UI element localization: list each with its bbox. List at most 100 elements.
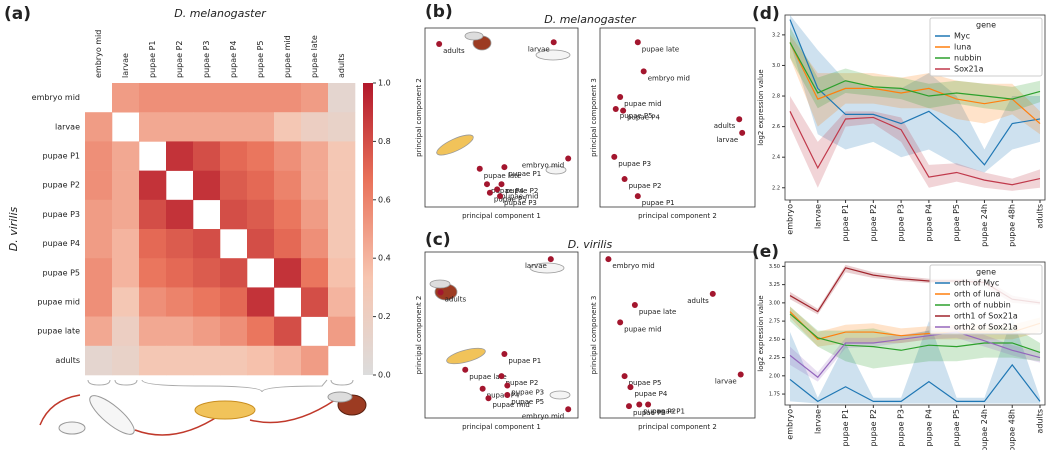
colorbar [363,83,373,375]
point [611,153,618,160]
point-label: pupae P2 [506,187,539,195]
series-line [789,313,1041,354]
y-tick-label: 3.00 [769,300,780,306]
point-label: pupae late [469,373,506,381]
point-label: larvae [716,136,738,144]
x-tick-label: larvae [813,409,822,434]
legend-label: orth of nubbin [954,301,1011,310]
point [625,403,632,410]
heatmap-cell [139,229,167,259]
series-line [789,363,1041,403]
heatmap-cell [85,170,113,201]
y-tick-label: 2.00 [769,373,780,379]
series-line [789,42,1041,125]
heatmap-cell [328,112,356,142]
x-tick-label: adults [337,53,346,78]
confidence-band [790,317,1040,404]
point-label: pupae late [642,45,679,53]
x-tick-label: larvae [121,53,130,78]
series-line [789,42,1041,100]
y-tick-label: 2.75 [769,319,780,325]
y-tick-label: 3.50 [769,264,780,270]
heatmap-cell [166,112,194,142]
x-tick-label: pupae P4 [924,204,933,242]
heatmap-cell [328,141,356,171]
plot-frame [784,261,1046,406]
heatmap-cell [112,170,140,201]
bracket [330,379,354,386]
heatmap-cell [193,83,221,113]
heatmap-cell [112,345,140,376]
point [479,385,486,392]
point [550,39,557,46]
point-label: pupae P1 [652,408,685,416]
heatmap-cell [112,83,140,113]
heatmap-cell [166,199,194,230]
point [621,176,628,183]
legend-label: orth2 of Sox21a [954,323,1018,332]
heatmap-cell [220,287,248,317]
colorbar-tick-label: 0.4 [378,254,391,263]
heatmap-cell [85,141,113,171]
y-tick-label: pupae late [37,327,80,336]
point-label: pupae P2 [629,182,662,190]
x-axis-title: principal component 1 [462,423,541,431]
point-label: pupae P5 [629,379,662,387]
y-tick-label: larvae [55,122,80,131]
point [547,256,554,263]
y-tick-label: adults [55,356,80,365]
point [736,116,743,123]
heatmap-cell [166,345,194,376]
y-axis-title: principal component 3 [590,78,598,157]
confidence-band [790,96,1040,191]
point-label: pupae P5 [494,196,527,204]
title: D. melanogaster [544,13,637,26]
heatmap-cell [247,316,275,347]
point [645,401,652,408]
y-tick-label: 2.50 [769,337,780,343]
point [504,392,511,399]
heatmap-cell [301,83,329,113]
point-label: pupae P1 [642,199,675,207]
egg [549,390,571,400]
heatmap-cell [301,287,329,317]
x-tick-label: adults [1036,409,1045,434]
point [485,395,492,402]
point [617,319,624,326]
x-tick-label: pupae P5 [952,204,961,242]
larva [89,395,135,435]
confidence-band [790,34,1040,135]
point-label: embryo mid [522,412,564,420]
colorbar-tick-label: 0.0 [378,371,391,380]
x-tick-label: pupae P1 [841,204,850,242]
y-tick-label: pupae P5 [42,268,80,277]
heatmap-cell [112,258,140,288]
heatmap-cell [166,316,194,347]
point [709,290,716,297]
legend-label: luna [954,43,971,52]
point-label: pupae P3 [633,409,666,417]
point [737,371,744,378]
point [494,186,501,193]
y-tick-label: pupae mid [37,298,80,307]
point [634,39,641,46]
heatmap-cell [247,199,275,230]
panel-label: (c) [425,230,451,250]
panel-label: (a) [4,4,31,24]
point-label: pupae mid [624,325,661,333]
pupa [446,347,486,365]
confidence-band [790,326,1040,382]
x-tick-label: pupae P3 [897,204,906,242]
heatmap-cell [166,229,194,259]
heatmap-cell [112,199,140,230]
heatmap-cell [193,287,221,317]
heatmap-cell [274,229,302,259]
point [501,350,508,357]
heatmap-cell [274,199,302,230]
x-tick-label: larvae [813,204,822,229]
plot-frame [424,251,579,419]
point [565,406,572,413]
point-label: larvae [525,262,547,270]
confidence-band [790,15,1040,173]
